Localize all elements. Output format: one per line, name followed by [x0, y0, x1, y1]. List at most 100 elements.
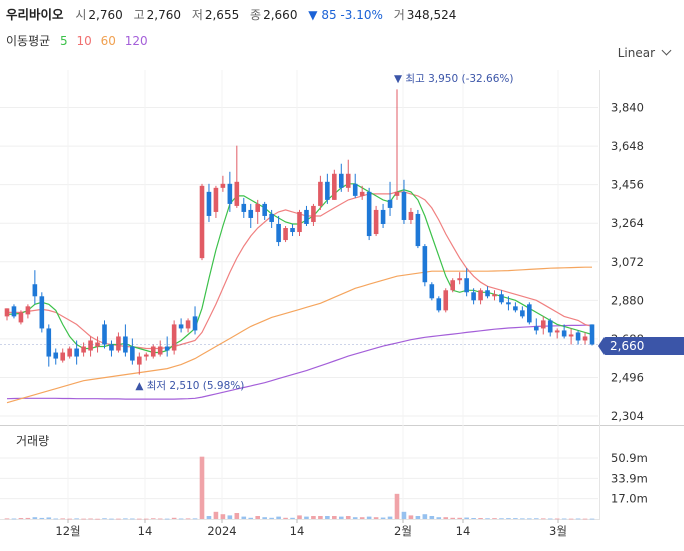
candle-body [304, 209, 309, 224]
volume-bar [589, 518, 595, 520]
candle-body [137, 356, 142, 365]
volume-bar [171, 517, 177, 519]
volume-bar [74, 518, 79, 520]
candle-body [582, 336, 588, 341]
candle-body [39, 296, 45, 329]
candle-body [255, 203, 261, 212]
volume-bar [102, 518, 107, 520]
candle-body [540, 320, 546, 329]
volume-bar [499, 518, 504, 520]
candle-body [178, 324, 184, 329]
volume-bar [53, 518, 59, 520]
candle-body [192, 316, 198, 331]
candle-body [345, 173, 351, 188]
price-tick-label: 3,264 [611, 216, 644, 230]
ma-legend-10: 10 [76, 34, 92, 48]
quote-header: 우리바이오 시 2,760 고 2,760 저 2,655 종 2,660 ▼ 85 -… [6, 4, 463, 23]
volume-bar [394, 493, 400, 519]
candle-body [157, 346, 163, 355]
candle-body [318, 181, 323, 206]
candle-body [338, 173, 344, 188]
volume-bar [157, 518, 163, 520]
volume-bar [95, 518, 100, 520]
volume-bar [325, 516, 330, 519]
candle-body [241, 203, 247, 212]
volume-bar [547, 518, 553, 520]
ma5-line [6, 183, 593, 354]
candle-body [81, 346, 86, 353]
candle-body [25, 306, 31, 315]
candle-body [547, 320, 553, 333]
volume-bar [478, 518, 483, 519]
volume-bar [359, 517, 365, 519]
volume-bar [18, 518, 24, 519]
volume-bar [401, 511, 407, 519]
volume-bar [164, 518, 170, 520]
ma-legend-120: 120 [124, 34, 148, 48]
volume-bar [25, 517, 31, 519]
volume-bar [373, 517, 379, 519]
candle-body [457, 278, 462, 281]
change-value: ▼ 85 -3.10% [308, 8, 383, 22]
low-value: 2,655 [204, 8, 240, 22]
volume-bar [39, 517, 45, 519]
volume-bar [561, 518, 567, 520]
volume-bar [185, 518, 191, 520]
high-value: 2,760 [146, 8, 181, 22]
volume-bar [380, 517, 386, 519]
open-value: 2,760 [88, 8, 123, 22]
price-tick-label: 3,840 [611, 101, 644, 115]
volume-bar [450, 517, 456, 519]
candle-body [422, 246, 428, 283]
volume-title: 거래량 [16, 434, 50, 448]
ma-legend[interactable]: 이동평균 5 10 60 120 [6, 32, 153, 49]
volume-bar [32, 517, 38, 519]
candle-body [513, 306, 518, 311]
volume-bar [255, 516, 261, 519]
volume-value: 348,524 [406, 8, 457, 22]
volume-bar [527, 518, 532, 520]
candle-body [109, 344, 114, 351]
candle-body [561, 330, 567, 337]
candle-body [11, 306, 17, 317]
low-annotation: ▲ 최저 2,510 (5.98%) [135, 380, 244, 392]
candle-body [332, 173, 337, 200]
candle-body [102, 324, 107, 345]
candle-body [130, 346, 135, 361]
volume-bar [332, 516, 337, 519]
low-label: 저 [191, 8, 203, 22]
volume-bar [443, 517, 449, 519]
volume-bar [276, 516, 281, 519]
high-label: 고 [133, 8, 145, 22]
time-tick-label: 12월 [55, 524, 80, 538]
volume-bar [318, 516, 323, 519]
stock-name: 우리바이오 [6, 7, 64, 22]
current-price-tag: 2,660 [598, 337, 684, 355]
candle-body [234, 181, 240, 206]
volume-bar [150, 518, 156, 520]
candle-body [568, 334, 574, 337]
time-tick-label: 14 [138, 524, 153, 538]
price-tick-label: 2,496 [611, 370, 644, 384]
time-tick-label: 2024 [207, 524, 236, 538]
candle-body [450, 280, 456, 291]
candle-body [248, 209, 254, 218]
volume-bar [199, 456, 205, 519]
volume-bar [262, 517, 267, 519]
volume-label: 거 [393, 8, 405, 22]
volume-bar [227, 515, 233, 519]
candle-body [220, 183, 226, 188]
price-tick-label: 2,880 [611, 293, 644, 307]
ma-legend-title: 이동평균 [6, 34, 51, 48]
time-tick-label: 14 [456, 524, 471, 538]
volume-bar [130, 518, 135, 520]
volume-bar [464, 517, 469, 519]
price-tick-label: 2,304 [611, 409, 644, 423]
candle-body [116, 336, 121, 351]
scale-selector[interactable]: Linear [618, 45, 672, 60]
volume-bar [457, 517, 462, 519]
volume-bar [311, 516, 316, 519]
candle-body [18, 312, 24, 323]
candle-body [373, 209, 379, 235]
